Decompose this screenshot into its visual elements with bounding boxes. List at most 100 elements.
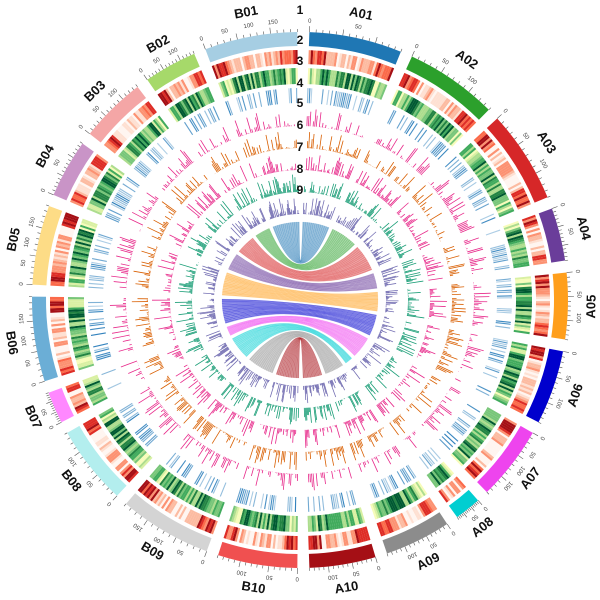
tick-mark xyxy=(139,516,143,519)
barcode-mark xyxy=(477,385,492,393)
barcode-mark xyxy=(384,477,392,492)
histogram-bar xyxy=(393,419,406,434)
histogram-bar xyxy=(141,261,153,265)
histogram-bar xyxy=(146,335,153,338)
heat-cell xyxy=(435,95,446,108)
histogram-bar xyxy=(229,412,236,423)
histogram-bar xyxy=(208,185,220,199)
heat-cell xyxy=(333,533,338,548)
histogram-bar xyxy=(382,275,388,278)
histogram-bar xyxy=(278,406,282,419)
barcode-mark xyxy=(429,140,441,153)
histogram-bar xyxy=(390,357,395,361)
heat-cell xyxy=(144,102,156,115)
heat-cell xyxy=(252,531,258,546)
heat-cell xyxy=(137,108,149,121)
barcode-mark xyxy=(469,191,483,201)
barcode-mark xyxy=(91,261,107,266)
barcode-mark xyxy=(336,91,341,107)
barcode-mark xyxy=(468,189,482,199)
histogram-bar xyxy=(271,161,275,173)
heat-cell xyxy=(463,439,478,452)
histogram-bar xyxy=(268,403,270,407)
tick-mark xyxy=(417,540,420,544)
heat-cell xyxy=(170,84,181,98)
histogram-bar xyxy=(406,278,412,281)
heat-cell xyxy=(465,150,479,163)
histogram-bar xyxy=(376,404,386,417)
heat-cell xyxy=(252,72,258,89)
heat-cell xyxy=(274,514,279,531)
heat-cell xyxy=(515,394,530,402)
histogram-bar xyxy=(210,366,216,372)
heat-cell xyxy=(535,317,550,322)
barcode-mark xyxy=(265,90,270,106)
histogram-bar xyxy=(199,383,201,385)
histogram-bar xyxy=(129,238,137,242)
link-A07-B07 xyxy=(228,319,360,352)
heat-cell xyxy=(75,187,90,196)
heat-cell xyxy=(311,515,315,532)
heat-cell xyxy=(58,361,73,368)
heat-cell xyxy=(180,507,189,521)
heat-cell xyxy=(477,421,492,433)
barcode-mark xyxy=(207,108,216,123)
heat-cell xyxy=(377,83,386,100)
heat-cell xyxy=(110,425,126,437)
histogram-bar xyxy=(166,181,171,185)
heat-cell xyxy=(73,191,88,200)
histogram-bar xyxy=(148,261,153,264)
histogram-bar xyxy=(444,248,456,254)
histogram-bar xyxy=(331,471,334,480)
histogram-bar xyxy=(240,368,250,380)
histogram-bar xyxy=(197,239,207,246)
histogram-bar xyxy=(448,330,453,333)
heat-cell xyxy=(479,137,492,149)
histogram-bar xyxy=(173,346,179,349)
histogram-bar xyxy=(406,315,425,319)
histogram-bar xyxy=(422,255,425,257)
histogram-bar xyxy=(116,255,131,260)
histogram-bar xyxy=(381,325,385,328)
heat-cell xyxy=(155,469,168,484)
barcode-mark xyxy=(382,478,390,493)
heat-cell xyxy=(469,463,481,475)
tick-mark xyxy=(112,495,118,501)
heat-cell xyxy=(372,62,380,77)
barcode-mark xyxy=(387,476,396,491)
histogram-bar xyxy=(237,392,245,404)
histogram-bar xyxy=(330,146,332,152)
histogram-bar xyxy=(310,181,313,193)
tick-mark xyxy=(210,44,212,48)
heat-cell xyxy=(144,484,156,498)
histogram-bar xyxy=(218,227,220,229)
histogram-bar xyxy=(216,370,219,373)
heat-cell xyxy=(525,225,540,232)
histogram-bar xyxy=(472,322,478,325)
histogram-bar xyxy=(384,282,388,285)
heat-cell xyxy=(370,80,378,97)
heat-cell xyxy=(196,514,205,529)
tick-mark xyxy=(51,407,55,410)
heat-cell xyxy=(113,457,126,469)
barcode-mark xyxy=(117,191,131,201)
barcode-mark xyxy=(94,346,109,352)
heat-cell xyxy=(91,159,105,170)
heat-cell xyxy=(332,70,338,87)
histogram-bar xyxy=(209,451,215,461)
histogram-bar xyxy=(195,356,209,366)
histogram-bar xyxy=(225,351,232,357)
histogram-bar xyxy=(329,448,335,466)
link-A03-B03 xyxy=(244,244,367,277)
heat-cell xyxy=(420,107,432,122)
histogram-bar xyxy=(223,431,225,434)
histogram-bar xyxy=(405,186,410,191)
histogram-bar xyxy=(280,450,283,465)
tick-mark xyxy=(73,447,77,450)
heat-cell xyxy=(73,248,90,255)
histogram-bar xyxy=(220,224,222,227)
histogram-bar xyxy=(387,199,393,205)
heat-cell xyxy=(105,417,120,428)
barcode-mark xyxy=(181,463,191,477)
histogram-bar xyxy=(236,462,240,470)
